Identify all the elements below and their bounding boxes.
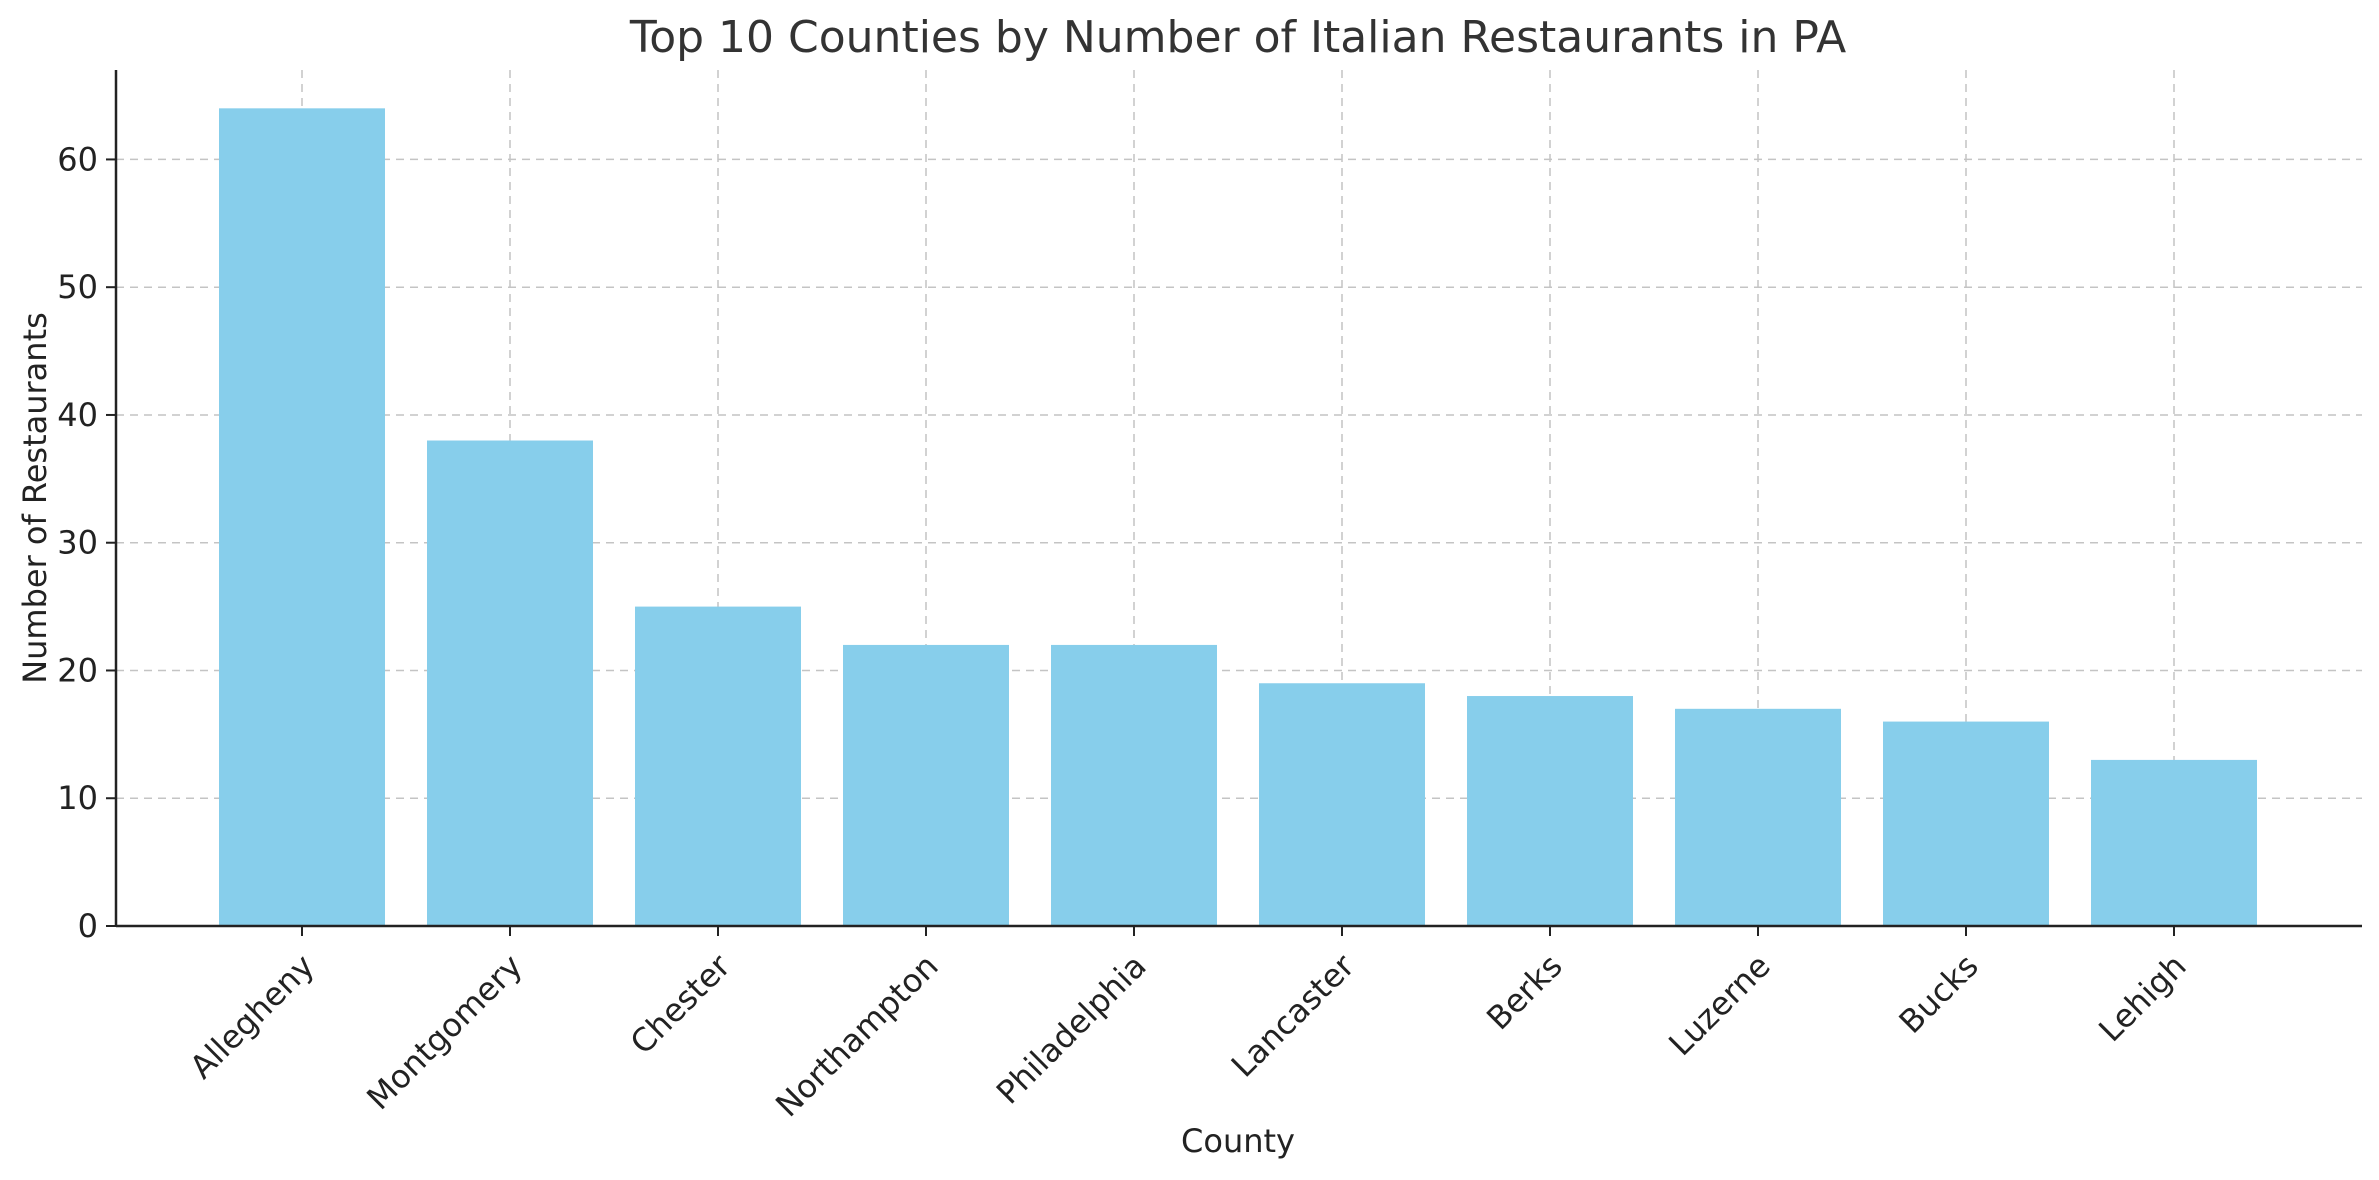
bar-northampton	[843, 644, 1009, 926]
x-tick-label-bucks: Bucks	[1892, 947, 1986, 1041]
bars	[219, 108, 2257, 926]
chart-title: Top 10 Counties by Number of Italian Res…	[629, 12, 1846, 63]
x-tick-label-luzerne: Luzerne	[1661, 947, 1777, 1063]
bar-berks	[1467, 696, 1633, 926]
bar-allegheny	[219, 108, 385, 926]
bar-chester	[635, 606, 801, 926]
x-tick-label-chester: Chester	[623, 946, 738, 1061]
x-tick-label-allegheny: Allegheny	[182, 947, 321, 1086]
y-tick-label-0: 0	[78, 907, 98, 945]
bar-montgomery	[427, 440, 593, 926]
y-axis-ticks: 0 10 20 30 40 50 60	[57, 140, 116, 945]
x-axis-label: County	[1181, 1122, 1295, 1160]
y-tick-label-60: 60	[57, 140, 98, 178]
bar-lehigh	[2091, 759, 2257, 926]
x-tick-label-philadelphia: Philadelphia	[989, 947, 1154, 1112]
x-tick-label-northampton: Northampton	[768, 947, 945, 1124]
y-tick-label-40: 40	[57, 396, 98, 434]
y-tick-label-10: 10	[57, 779, 98, 817]
x-tick-label-montgomery: Montgomery	[359, 947, 529, 1117]
bar-lancaster	[1259, 683, 1425, 926]
x-axis-ticks: Allegheny Montgomery Chester Northampton Phi…	[182, 926, 2194, 1124]
bar-luzerne	[1675, 708, 1841, 926]
y-tick-label-30: 30	[57, 524, 98, 562]
y-axis-label: Number of Restaurants	[16, 312, 54, 684]
x-tick-label-lancaster: Lancaster	[1224, 946, 1362, 1084]
x-tick-label-lehigh: Lehigh	[2091, 947, 2193, 1049]
bar-bucks	[1883, 721, 2049, 926]
y-tick-label-20: 20	[57, 651, 98, 689]
x-tick-label-berks: Berks	[1479, 947, 1570, 1038]
bar-philadelphia	[1051, 644, 1217, 926]
y-gridlines	[116, 158, 2362, 799]
y-tick-label-50: 50	[57, 268, 98, 306]
